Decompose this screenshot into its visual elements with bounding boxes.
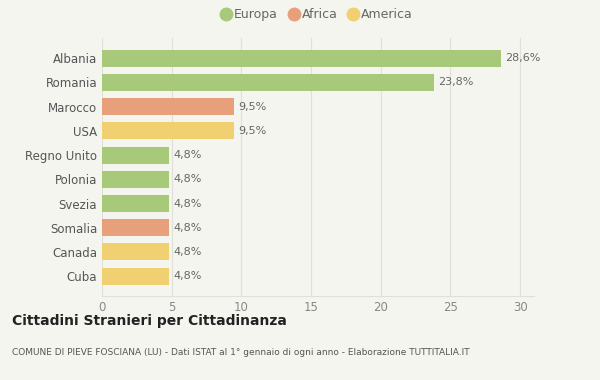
Bar — [102, 171, 169, 188]
Legend: Europa, Africa, America: Europa, Africa, America — [218, 3, 418, 26]
Text: 9,5%: 9,5% — [239, 102, 267, 112]
Bar — [102, 98, 235, 115]
Text: 4,8%: 4,8% — [173, 174, 202, 184]
Text: 9,5%: 9,5% — [239, 126, 267, 136]
Text: 4,8%: 4,8% — [173, 223, 202, 233]
Bar — [102, 219, 169, 236]
Text: 23,8%: 23,8% — [438, 78, 473, 87]
Bar — [102, 268, 169, 285]
Text: 28,6%: 28,6% — [505, 53, 540, 63]
Bar — [102, 195, 169, 212]
Text: Cittadini Stranieri per Cittadinanza: Cittadini Stranieri per Cittadinanza — [12, 314, 287, 328]
Bar — [102, 74, 434, 91]
Bar — [102, 244, 169, 260]
Bar — [102, 122, 235, 139]
Text: 4,8%: 4,8% — [173, 271, 202, 281]
Text: 4,8%: 4,8% — [173, 247, 202, 257]
Bar — [102, 50, 500, 67]
Bar — [102, 147, 169, 163]
Text: 4,8%: 4,8% — [173, 150, 202, 160]
Text: 4,8%: 4,8% — [173, 198, 202, 209]
Text: COMUNE DI PIEVE FOSCIANA (LU) - Dati ISTAT al 1° gennaio di ogni anno - Elaboraz: COMUNE DI PIEVE FOSCIANA (LU) - Dati IST… — [12, 348, 470, 357]
